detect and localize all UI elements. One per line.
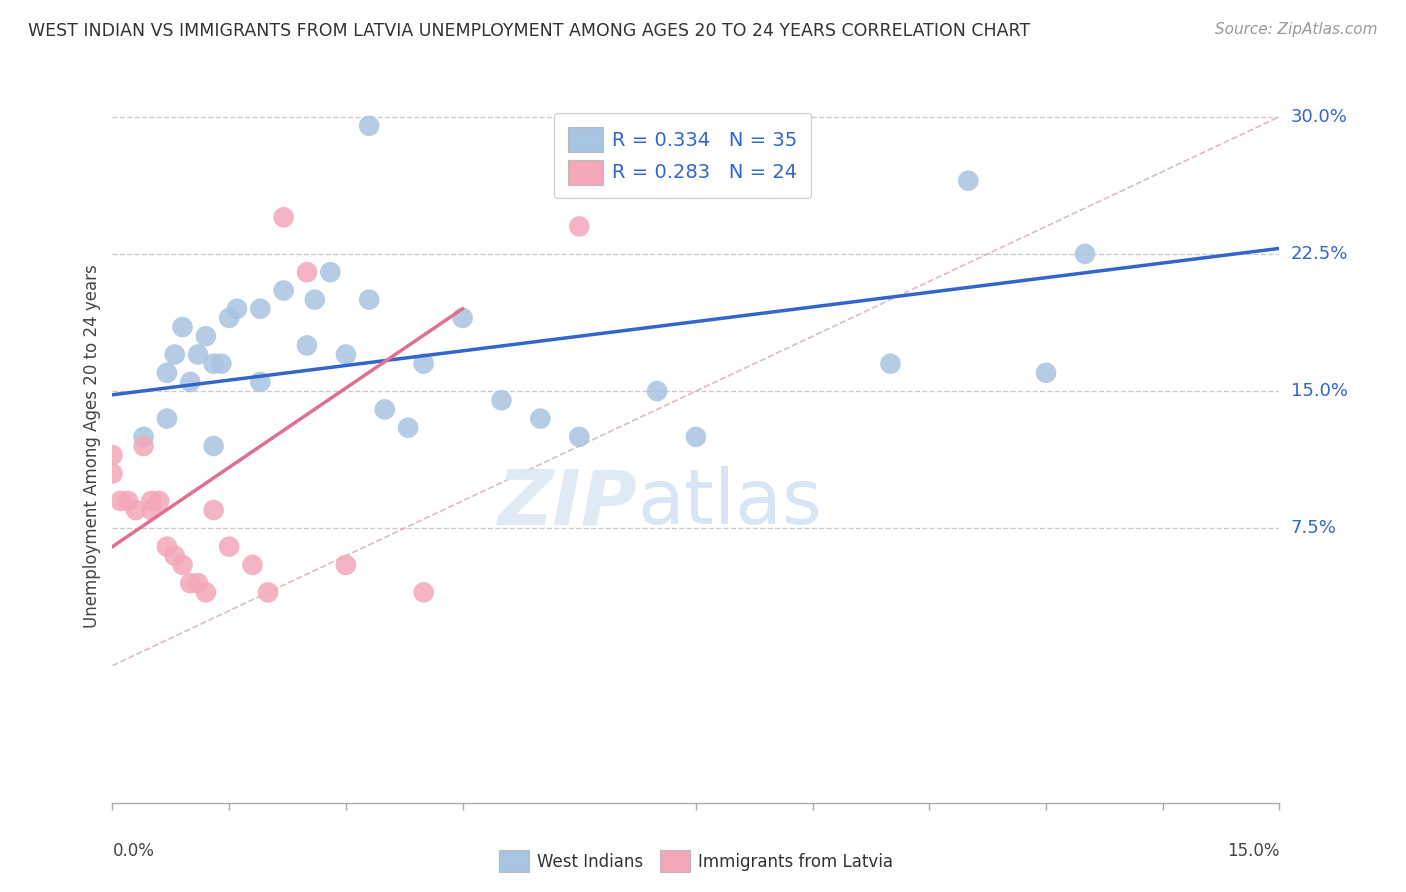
Text: 22.5%: 22.5% (1291, 245, 1348, 263)
Point (242, 558, 264, 572)
Point (304, 293, 326, 307)
Text: 15.0%: 15.0% (1291, 382, 1347, 401)
Point (156, 411, 179, 425)
Point (148, 494, 170, 508)
Point (226, 301, 249, 316)
Point (249, 301, 271, 316)
Point (156, 366, 179, 380)
Point (163, 347, 186, 361)
Point (396, 420, 419, 434)
Point (218, 310, 240, 325)
Point (491, 393, 513, 408)
Point (194, 329, 217, 343)
Point (957, 174, 980, 188)
Point (132, 439, 155, 453)
Point (209, 357, 232, 371)
Point (132, 430, 155, 444)
Point (202, 439, 225, 453)
Point (117, 494, 139, 508)
Point (101, 448, 124, 462)
Point (568, 430, 591, 444)
Point (257, 585, 280, 599)
Text: ZIP: ZIP (498, 467, 638, 540)
Point (202, 357, 225, 371)
Point (187, 576, 209, 591)
Point (529, 411, 551, 425)
Point (412, 585, 434, 599)
Point (141, 494, 163, 508)
Text: 30.0%: 30.0% (1291, 108, 1347, 126)
Point (685, 430, 707, 444)
Point (1074, 247, 1097, 261)
Point (359, 119, 381, 133)
Point (335, 558, 357, 572)
Point (335, 347, 357, 361)
Point (319, 265, 342, 279)
Point (172, 558, 194, 572)
Point (879, 357, 901, 371)
Point (194, 585, 217, 599)
Text: WEST INDIAN VS IMMIGRANTS FROM LATVIA UNEMPLOYMENT AMONG AGES 20 TO 24 YEARS COR: WEST INDIAN VS IMMIGRANTS FROM LATVIA UN… (28, 22, 1031, 40)
Point (295, 338, 318, 352)
Text: 15.0%: 15.0% (1227, 842, 1279, 860)
Text: Source: ZipAtlas.com: Source: ZipAtlas.com (1215, 22, 1378, 37)
Point (273, 284, 295, 298)
Point (451, 310, 474, 325)
Point (359, 293, 381, 307)
Point (179, 375, 201, 389)
Point (295, 265, 318, 279)
Point (179, 576, 201, 591)
Point (1035, 366, 1057, 380)
Y-axis label: Unemployment Among Ages 20 to 24 years: Unemployment Among Ages 20 to 24 years (83, 264, 101, 628)
Point (163, 549, 186, 563)
Point (172, 320, 194, 334)
Point (187, 347, 209, 361)
Point (249, 375, 271, 389)
Point (412, 357, 434, 371)
Point (202, 503, 225, 517)
Text: 0.0%: 0.0% (112, 842, 155, 860)
Point (645, 384, 668, 398)
Text: atlas: atlas (638, 467, 823, 540)
Point (125, 503, 148, 517)
Text: 7.5%: 7.5% (1291, 519, 1337, 537)
Point (156, 540, 179, 554)
Point (568, 219, 591, 234)
Point (101, 467, 124, 481)
Legend: West Indians, Immigrants from Latvia: West Indians, Immigrants from Latvia (491, 842, 901, 880)
Point (218, 540, 240, 554)
Point (141, 503, 163, 517)
Point (374, 402, 396, 417)
Point (110, 494, 132, 508)
Point (273, 211, 295, 225)
